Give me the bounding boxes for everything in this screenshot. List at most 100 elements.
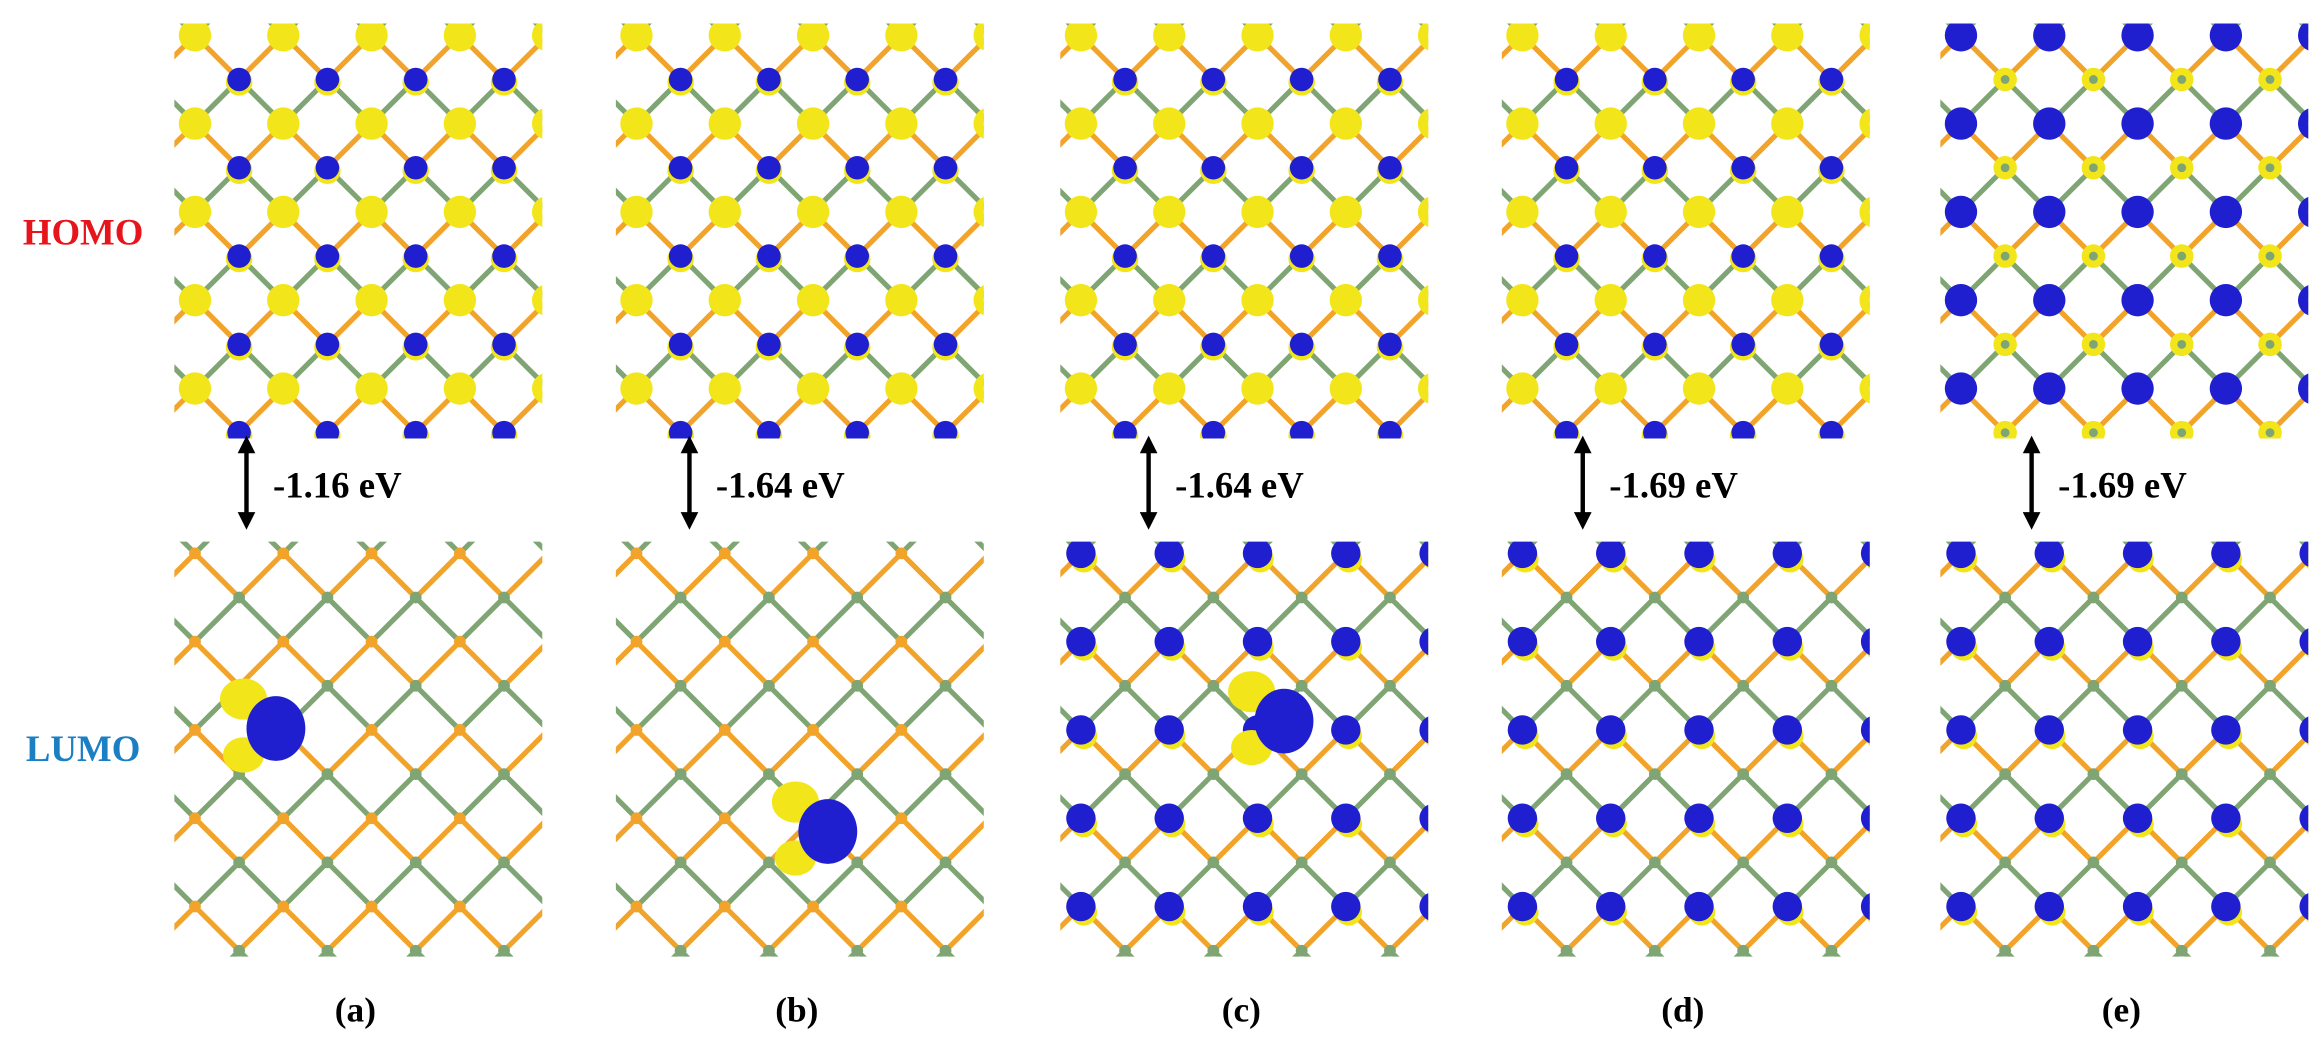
- bond: [990, 642, 1034, 686]
- bond: [413, 904, 462, 953]
- orbital-lobe: [796, 23, 830, 52]
- bond: [502, 772, 543, 817]
- orbital-lobe: [1066, 980, 1095, 1009]
- orbital-lobe: [1466, 244, 1490, 268]
- bond: [1876, 389, 1920, 433]
- orbital-lobe: [1594, 107, 1627, 140]
- orbital-lobe: [267, 107, 300, 140]
- bond: [548, 509, 592, 553]
- orbital-lobe: [845, 244, 869, 268]
- atom: [631, 989, 643, 1001]
- bond: [1434, 35, 1478, 79]
- orbital-lobe: [1951, 987, 1977, 1013]
- atom: [939, 591, 952, 604]
- atom: [2000, 163, 2010, 173]
- atom: [1999, 768, 2012, 780]
- bond: [946, 465, 990, 509]
- bond: [1434, 862, 1478, 906]
- orbital-lobe: [1772, 891, 1803, 922]
- bond: [1920, 951, 1964, 995]
- orbital-lobe: [581, 333, 605, 357]
- orbital-lobe: [708, 284, 741, 317]
- bond: [369, 904, 418, 953]
- bond: [2049, 995, 2093, 1039]
- orbital-lobe: [2122, 803, 2153, 833]
- orbital-lobe: [1153, 107, 1186, 140]
- atom: [630, 812, 643, 825]
- bond: [1434, 597, 1478, 641]
- atom: [1914, 768, 1926, 780]
- bond: [1876, 730, 1920, 774]
- atom: [1028, 680, 1040, 692]
- lattice: [1478, 465, 1964, 1013]
- atom: [1207, 856, 1220, 869]
- orbital-lobe: [1331, 626, 1361, 657]
- atom: [1472, 592, 1484, 604]
- atom: [1560, 679, 1573, 692]
- panel-label: (b): [775, 990, 818, 1029]
- bond: [678, 595, 727, 644]
- bond: [615, 551, 639, 578]
- bond: [1876, 774, 1920, 818]
- atom: [2087, 944, 2100, 957]
- atom: [542, 901, 554, 913]
- orbital-lobe: [2304, 987, 2309, 1013]
- bond: [634, 816, 683, 865]
- lattice: [174, 509, 592, 957]
- bond: [458, 816, 506, 865]
- bond: [174, 617, 197, 644]
- bond: [1653, 948, 1665, 957]
- atom: [939, 679, 952, 692]
- orbital-lobe: [443, 284, 477, 317]
- bond: [413, 816, 462, 865]
- bond: [325, 860, 374, 909]
- bond: [413, 683, 462, 732]
- orbital-lobe: [2299, 541, 2309, 567]
- atom: [1472, 680, 1484, 692]
- atom: [2177, 163, 2187, 173]
- orbital-lobe: [403, 244, 428, 268]
- orbital-lobe: [1771, 107, 1804, 140]
- bond: [899, 639, 948, 688]
- bond: [1876, 344, 1920, 388]
- bond: [1123, 948, 1135, 957]
- orbital-lobe: [2216, 987, 2242, 1013]
- orbital-lobe: [1594, 372, 1627, 405]
- bond: [174, 551, 197, 578]
- orbital-lobe: [973, 196, 984, 227]
- bond: [1434, 774, 1478, 818]
- orbital-lobe: [1819, 332, 1844, 357]
- bond: [678, 551, 727, 600]
- orbital-lobe: [1777, 987, 1803, 1013]
- orbital-lobe: [1682, 23, 1716, 52]
- bond: [458, 639, 506, 688]
- orbital-lobe: [1424, 987, 1450, 1013]
- bond: [413, 772, 462, 821]
- bond: [325, 728, 374, 776]
- bond: [990, 477, 1034, 521]
- orbital-lobe: [1066, 715, 1096, 745]
- orbital-lobe: [620, 23, 653, 52]
- atom: [851, 944, 864, 957]
- bond: [195, 477, 239, 521]
- bond: [636, 477, 680, 521]
- atom: [1737, 591, 1750, 604]
- orbital-lobe: [315, 67, 340, 92]
- bond: [1034, 465, 1078, 509]
- bond: [615, 728, 639, 755]
- orbital-lobe: [1201, 244, 1226, 268]
- orbital-lobe: [1331, 541, 1361, 569]
- orbital-lobe: [579, 422, 605, 448]
- bond: [722, 816, 771, 865]
- bond: [548, 0, 592, 35]
- bond: [548, 642, 592, 686]
- orbital-lobe: [1465, 157, 1491, 183]
- bond: [1478, 465, 1522, 509]
- atom: [1560, 768, 1573, 780]
- bond: [548, 300, 592, 344]
- atom: [189, 900, 201, 913]
- orbital-lobe: [885, 461, 917, 493]
- atom: [2265, 251, 2275, 261]
- bond: [325, 772, 374, 821]
- bond: [1258, 995, 1302, 1039]
